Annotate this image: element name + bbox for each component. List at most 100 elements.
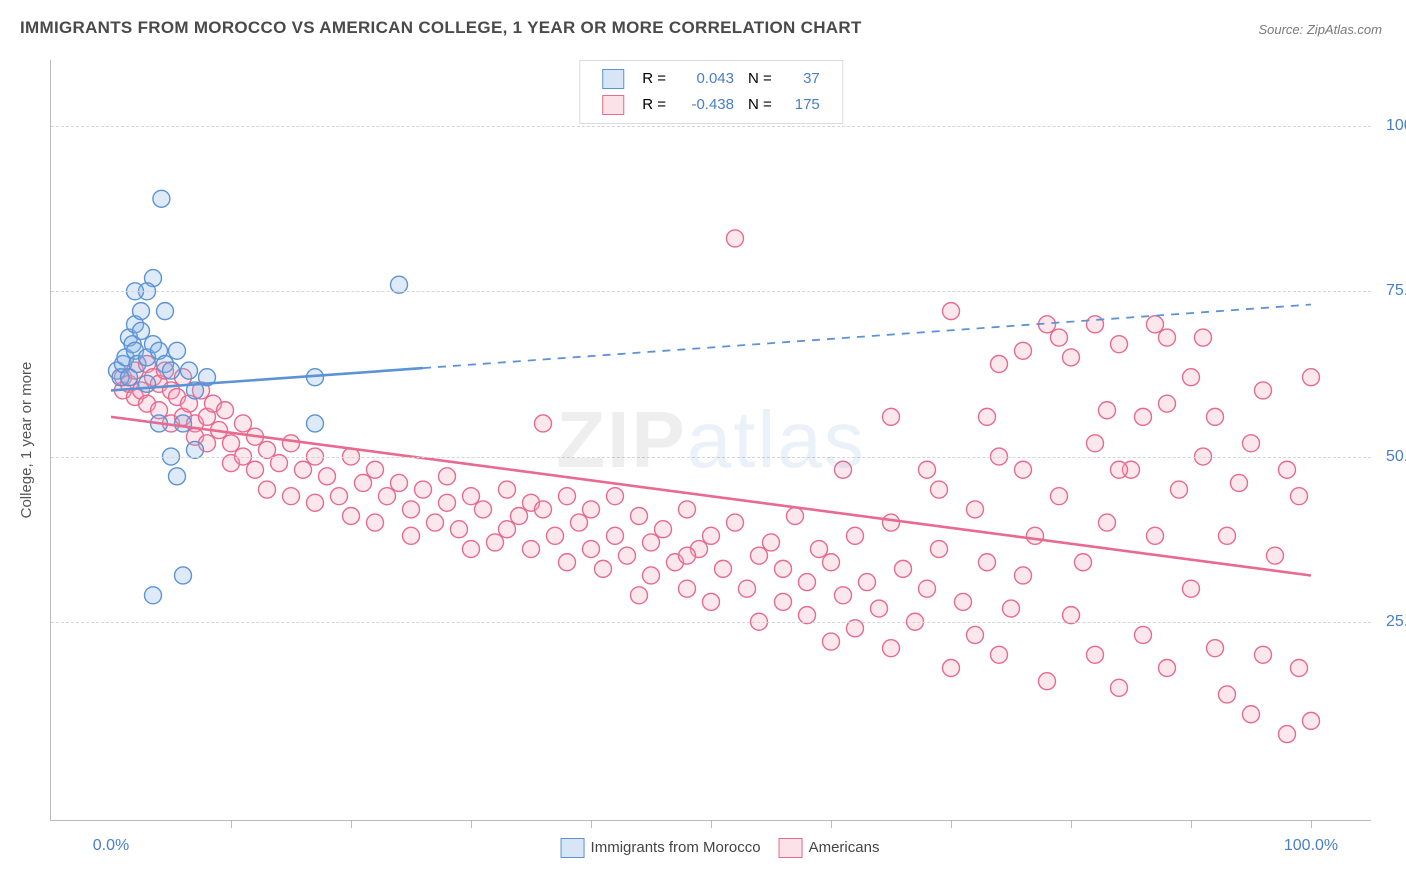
data-point	[1147, 527, 1164, 544]
legend-n-value: 37	[780, 67, 826, 91]
data-point	[283, 488, 300, 505]
data-point	[619, 547, 636, 564]
data-point	[1087, 646, 1104, 663]
data-point	[835, 587, 852, 604]
data-point	[259, 481, 276, 498]
data-point	[595, 560, 612, 577]
source-attribution: Source: ZipAtlas.com	[1258, 22, 1382, 37]
data-point	[1243, 435, 1260, 452]
data-point	[715, 560, 732, 577]
legend-swatch	[602, 69, 624, 89]
data-point	[307, 494, 324, 511]
data-point	[547, 527, 564, 544]
data-point	[607, 527, 624, 544]
data-point	[1111, 461, 1128, 478]
data-point	[799, 574, 816, 591]
data-point	[163, 362, 180, 379]
data-point	[679, 580, 696, 597]
data-point	[145, 587, 162, 604]
data-point	[1159, 660, 1176, 677]
data-point	[463, 541, 480, 558]
legend-r-value: 0.043	[674, 67, 740, 91]
data-point	[1195, 329, 1212, 346]
data-point	[1087, 435, 1104, 452]
x-tick-label: 0.0%	[93, 837, 129, 855]
x-tick	[1311, 820, 1312, 828]
data-point	[847, 527, 864, 544]
data-point	[883, 640, 900, 657]
data-point	[895, 560, 912, 577]
data-point	[169, 468, 186, 485]
data-point	[835, 461, 852, 478]
legend-swatch	[602, 95, 624, 115]
data-point	[133, 303, 150, 320]
data-point	[883, 514, 900, 531]
data-point	[439, 494, 456, 511]
data-point	[1291, 488, 1308, 505]
data-point	[451, 521, 468, 538]
legend-series-label: Immigrants from Morocco	[591, 839, 761, 856]
data-point	[133, 322, 150, 339]
data-point	[703, 527, 720, 544]
data-point	[559, 488, 576, 505]
data-point	[775, 593, 792, 610]
data-point	[307, 415, 324, 432]
data-point	[679, 547, 696, 564]
data-point	[919, 461, 936, 478]
data-point	[1207, 408, 1224, 425]
data-point	[535, 415, 552, 432]
data-point	[1303, 712, 1320, 729]
data-point	[1279, 726, 1296, 743]
x-tick	[471, 820, 472, 828]
data-point	[403, 501, 420, 518]
data-point	[463, 488, 480, 505]
legend-n-label: N =	[742, 67, 778, 91]
data-point	[217, 402, 234, 419]
legend-row: R =0.043N =37	[596, 67, 826, 91]
data-point	[823, 554, 840, 571]
data-point	[1183, 580, 1200, 597]
data-point	[475, 501, 492, 518]
data-point	[883, 408, 900, 425]
data-point	[643, 567, 660, 584]
plot-area: ZIPatlas R =0.043N =37R =-0.438N =175 Im…	[50, 60, 1371, 821]
data-point	[703, 593, 720, 610]
data-point	[535, 501, 552, 518]
data-point	[1219, 527, 1236, 544]
data-point	[169, 342, 186, 359]
data-point	[967, 626, 984, 643]
data-point	[727, 514, 744, 531]
data-point	[1219, 686, 1236, 703]
data-point	[331, 488, 348, 505]
data-point	[1231, 474, 1248, 491]
y-axis-title: College, 1 year or more	[18, 362, 35, 519]
data-point	[427, 514, 444, 531]
x-tick	[951, 820, 952, 828]
data-point	[487, 534, 504, 551]
data-point	[1099, 402, 1116, 419]
data-point	[583, 541, 600, 558]
data-point	[1159, 395, 1176, 412]
data-point	[1111, 679, 1128, 696]
data-point	[787, 508, 804, 525]
series-legend: Immigrants from MoroccoAmericans	[543, 838, 880, 858]
data-point	[1255, 382, 1272, 399]
data-point	[283, 435, 300, 452]
gridline-h	[51, 291, 1371, 292]
data-point	[1207, 640, 1224, 657]
data-point	[871, 600, 888, 617]
data-point	[1015, 461, 1032, 478]
gridline-h	[51, 622, 1371, 623]
data-point	[1051, 488, 1068, 505]
data-point	[727, 230, 744, 247]
data-point	[1303, 369, 1320, 386]
data-point	[751, 547, 768, 564]
data-point	[1087, 316, 1104, 333]
x-tick	[351, 820, 352, 828]
data-point	[631, 587, 648, 604]
y-tick-label: 25.0%	[1376, 613, 1406, 631]
data-point	[415, 481, 432, 498]
legend-r-label: R =	[636, 93, 672, 117]
data-point	[823, 633, 840, 650]
data-point	[367, 461, 384, 478]
